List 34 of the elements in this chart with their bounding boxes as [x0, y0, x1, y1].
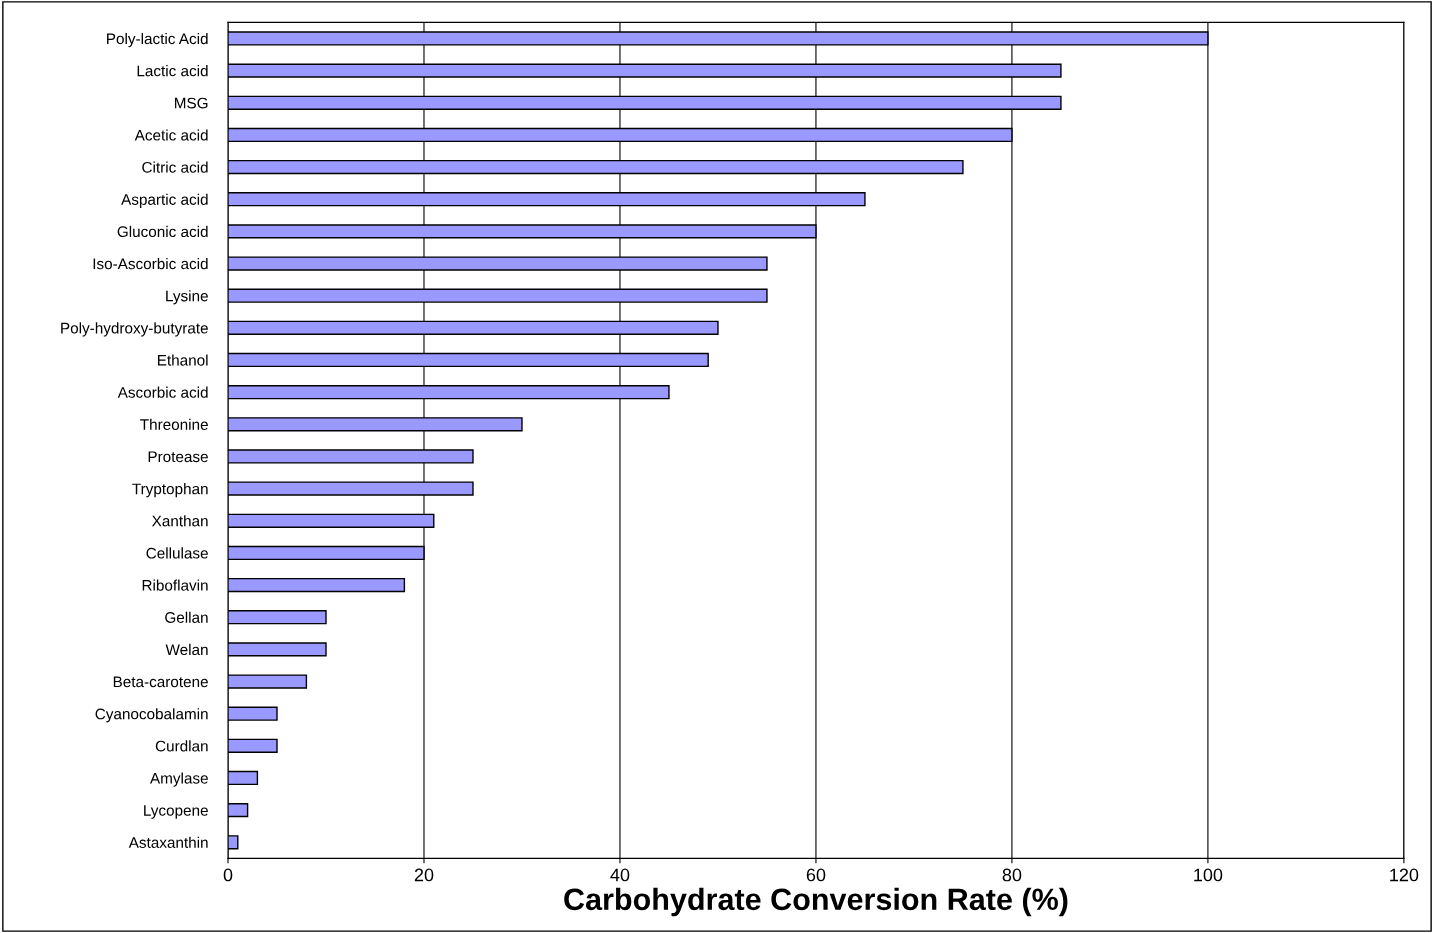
x-tick-label: 120: [1390, 868, 1419, 882]
y-tick-label: Astaxanthin: [128, 836, 208, 848]
y-tick-label: Ethanol: [158, 354, 208, 366]
y-tick-label: Welan: [165, 643, 208, 656]
y-tick-label: Cellulase: [146, 547, 208, 559]
y-tick-label: Amylase: [150, 772, 208, 787]
y-tick-label: Acetic acid: [134, 129, 208, 141]
x-tick-label: 80: [1002, 868, 1022, 882]
x-tick-label: 20: [414, 868, 434, 882]
x-tick-label: 40: [610, 868, 630, 882]
y-tick-label: Lysine: [166, 290, 208, 305]
y-tick-label: Tryptophan: [132, 483, 208, 498]
y-tick-label: Protease: [148, 451, 208, 463]
x-axis-title: Carbohydrate Conversion Rate (%): [564, 887, 1068, 917]
y-tick-label: MSG: [175, 97, 208, 109]
y-tick-label: Poly-lactic Acid: [107, 32, 208, 48]
y-tick-label: Lactic acid: [137, 65, 208, 77]
y-tick-label: Lycopene: [144, 805, 208, 819]
y-tick-label: Xanthan: [151, 515, 208, 527]
y-tick-label: Gellan: [165, 611, 208, 623]
y-tick-label: Poly-hydroxy-butyrate: [61, 322, 208, 337]
y-tick-label: Iso-Ascorbic acid: [93, 258, 208, 270]
x-tick-label: 100: [1194, 868, 1223, 882]
y-tick-label: Riboflavin: [142, 579, 208, 591]
y-tick-label: Ascorbic acid: [117, 386, 208, 398]
y-tick-label: Gluconic acid: [117, 225, 208, 238]
x-tick-label: 60: [806, 868, 826, 882]
y-tick-label: Threonine: [140, 418, 208, 430]
y-tick-label: Beta-carotene: [113, 676, 208, 688]
x-tick-label: 0: [223, 868, 233, 882]
y-tick-label: Aspartic acid: [121, 193, 208, 208]
y-tick-label: Curdlan: [155, 740, 208, 752]
y-tick-label: Citric acid: [142, 161, 208, 173]
y-tick-label: Cyanocobalamin: [95, 708, 208, 723]
